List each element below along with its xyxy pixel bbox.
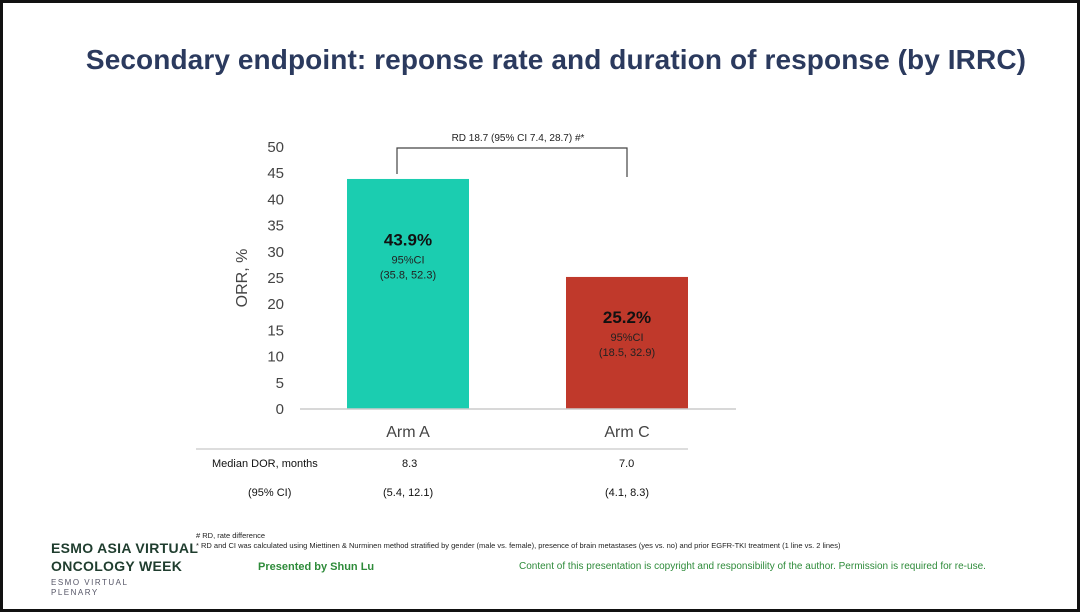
bar-ci-value: (35.8, 52.3) — [380, 270, 436, 282]
y-tick-label: 35 — [267, 218, 284, 235]
y-tick-label: 20 — [267, 296, 284, 313]
y-tick-label: 50 — [267, 139, 284, 156]
arm-a-dor-ci: (5.4, 12.1) — [383, 487, 434, 499]
bar-arm-a — [347, 178, 469, 409]
y-tick-label: 15 — [267, 322, 284, 339]
y-tick-label: 30 — [267, 244, 284, 261]
arm-c-dor-ci: (4.1, 8.3) — [605, 487, 650, 499]
bar-value-label: 25.2% — [603, 308, 651, 327]
bar-ci-title: 95%CI — [610, 332, 643, 344]
copyright-notice: Content of this presentation is copyrigh… — [519, 561, 986, 572]
rd-bracket — [396, 147, 628, 177]
esmo-logo-line3: ESMO VIRTUAL PLENARY — [51, 578, 129, 597]
y-tick-label: 5 — [276, 375, 284, 392]
bar-arm-c — [566, 276, 688, 409]
x-tick-label: Arm A — [386, 424, 430, 441]
footnote-method: * RD and CI was calculated using Miettin… — [196, 541, 841, 550]
presenter-credit: Presented by Shun Lu — [258, 561, 375, 573]
bar-ci-value: (18.5, 32.9) — [599, 347, 655, 359]
y-tick-label: 40 — [267, 191, 284, 208]
arm-c-median-dor: 7.0 — [619, 458, 635, 470]
slide-title: Secondary endpoint: reponse rate and dur… — [85, 44, 1027, 75]
table-label-median-dor: Median DOR, months — [212, 458, 318, 470]
rd-annotation: RD 18.7 (95% CI 7.4, 28.7) #* — [452, 133, 585, 144]
footnote-rd: # RD, rate difference — [196, 531, 266, 540]
y-tick-label: 0 — [276, 401, 284, 418]
bar-value-label: 43.9% — [384, 231, 432, 250]
esmo-logo-line2: ONCOLOGY WEEK — [51, 558, 183, 574]
y-axis-title: ORR, % — [234, 249, 251, 308]
bar-ci-title: 95%CI — [391, 255, 424, 267]
y-tick-label: 10 — [267, 349, 284, 366]
table-label-ci: (95% CI) — [248, 487, 292, 499]
x-tick-label: Arm C — [604, 424, 649, 441]
y-tick-label: 25 — [267, 270, 284, 287]
arm-a-median-dor: 8.3 — [402, 458, 418, 470]
y-tick-label: 45 — [267, 165, 284, 182]
esmo-logo-line1: ESMO ASIA VIRTUAL — [51, 540, 199, 556]
